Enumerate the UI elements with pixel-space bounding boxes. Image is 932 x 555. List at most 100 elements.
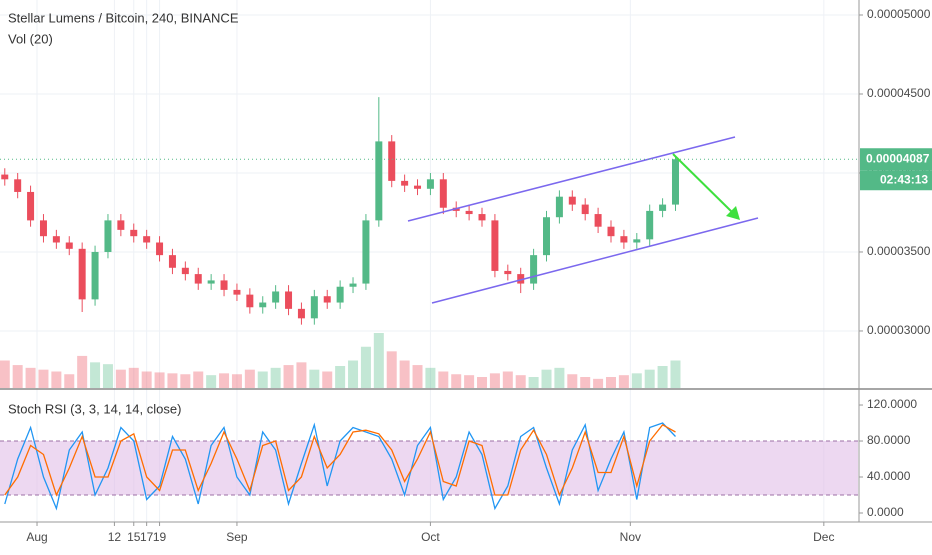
candle-body: [220, 280, 228, 290]
volume-bar: [477, 377, 488, 388]
volume-bar: [219, 373, 230, 388]
candle-body: [65, 242, 73, 249]
candle-body: [607, 226, 615, 237]
channel-lower: [431, 217, 759, 304]
volume-bar: [141, 371, 152, 388]
candle-body: [117, 220, 125, 230]
volume-bar: [451, 374, 462, 388]
x-tick-label: Oct: [421, 530, 440, 544]
volume-bar: [348, 360, 359, 388]
volume-bar: [386, 351, 397, 388]
candle-body: [14, 179, 22, 192]
y-tick-label: 40.0000: [867, 469, 911, 483]
candle-body: [465, 210, 473, 215]
candle-body: [388, 141, 396, 181]
x-tick-label: Aug: [26, 530, 47, 544]
volume-bar: [51, 371, 62, 388]
volume-bar: [257, 371, 268, 388]
volume-bar: [206, 375, 217, 388]
candle-body: [130, 229, 138, 237]
volume-bar: [593, 378, 604, 388]
x-tick-label: Dec: [813, 530, 834, 544]
stoch-line: [4, 423, 676, 497]
y-tick-label: 0.00003500: [867, 244, 931, 258]
chart-title: Stellar Lumens / Bitcoin, 240, BINANCE: [8, 10, 239, 25]
y-tick-label: 120.0000: [867, 397, 917, 411]
candle-body: [78, 248, 86, 300]
volume-bar: [335, 366, 346, 388]
candle-body: [620, 236, 628, 243]
candle-body: [478, 214, 486, 221]
candle-body: [530, 255, 538, 284]
candle-body: [194, 274, 202, 284]
volume-bar: [77, 355, 88, 388]
candle-body: [272, 291, 280, 303]
volume-bar: [167, 373, 178, 388]
grid: [0, 0, 858, 522]
volume-bar: [489, 373, 500, 388]
volume-bar: [425, 367, 436, 388]
candle-body: [349, 283, 357, 287]
candle-body: [156, 242, 164, 256]
volume-bar: [515, 375, 526, 388]
volume-bar: [270, 367, 281, 388]
candle-body: [259, 302, 267, 308]
candle-body: [336, 286, 344, 303]
volume-bar: [644, 369, 655, 388]
candle-body: [414, 185, 422, 189]
volume-bar: [0, 360, 10, 388]
candle-body: [104, 220, 112, 252]
candle-body: [297, 308, 305, 319]
candle-body: [246, 294, 254, 308]
y-tick-label: 0.00003000: [867, 323, 931, 337]
volume-bar: [541, 369, 552, 388]
x-tick-label: 12: [108, 530, 122, 544]
candle-body: [646, 210, 654, 240]
candle-body: [659, 204, 667, 211]
candle-body: [362, 220, 370, 284]
candle-body: [491, 220, 499, 271]
candle-body: [39, 220, 47, 237]
volume-bar: [399, 360, 410, 388]
volume-bar: [283, 365, 294, 388]
volume-bar: [360, 346, 371, 388]
candle-body: [27, 191, 35, 221]
candle-body: [581, 204, 589, 215]
volume-bar: [618, 375, 629, 388]
y-tick-label: 0.00005000: [867, 7, 931, 21]
candle-body: [233, 289, 241, 295]
volume-bar: [373, 333, 384, 388]
candle-body: [310, 296, 318, 319]
x-tick-label: 17: [140, 530, 154, 544]
candle-body: [671, 159, 679, 205]
volume-bar: [412, 365, 423, 388]
volume-bar: [90, 362, 101, 388]
volume-bar: [464, 375, 475, 388]
x-tick-label: 19: [153, 530, 167, 544]
volume-bar: [528, 377, 539, 388]
candle-body: [168, 255, 176, 268]
x-tick-label: Sep: [226, 530, 248, 544]
channel-upper: [407, 136, 736, 222]
x-tick-label: 15: [127, 530, 141, 544]
countdown-box: [860, 170, 932, 191]
last-price-label: 0.00004087: [866, 151, 930, 165]
volume-bar: [657, 366, 668, 388]
band: [0, 441, 858, 496]
arrow-line: [672, 153, 735, 215]
y-tick-label: 0.0000: [867, 505, 904, 519]
volume-bar: [567, 374, 578, 388]
volume-bar: [554, 367, 565, 388]
last-price-box: [860, 148, 932, 171]
volume-bar: [193, 371, 204, 388]
volume-bar: [670, 360, 681, 388]
volume-bar: [322, 371, 333, 388]
candle-body: [401, 180, 409, 186]
candle-body: [426, 179, 434, 189]
candle-body: [504, 270, 512, 275]
candle-body: [439, 179, 447, 208]
volume-bar: [244, 369, 255, 388]
candle-body: [594, 214, 602, 227]
candle-body: [568, 196, 576, 205]
